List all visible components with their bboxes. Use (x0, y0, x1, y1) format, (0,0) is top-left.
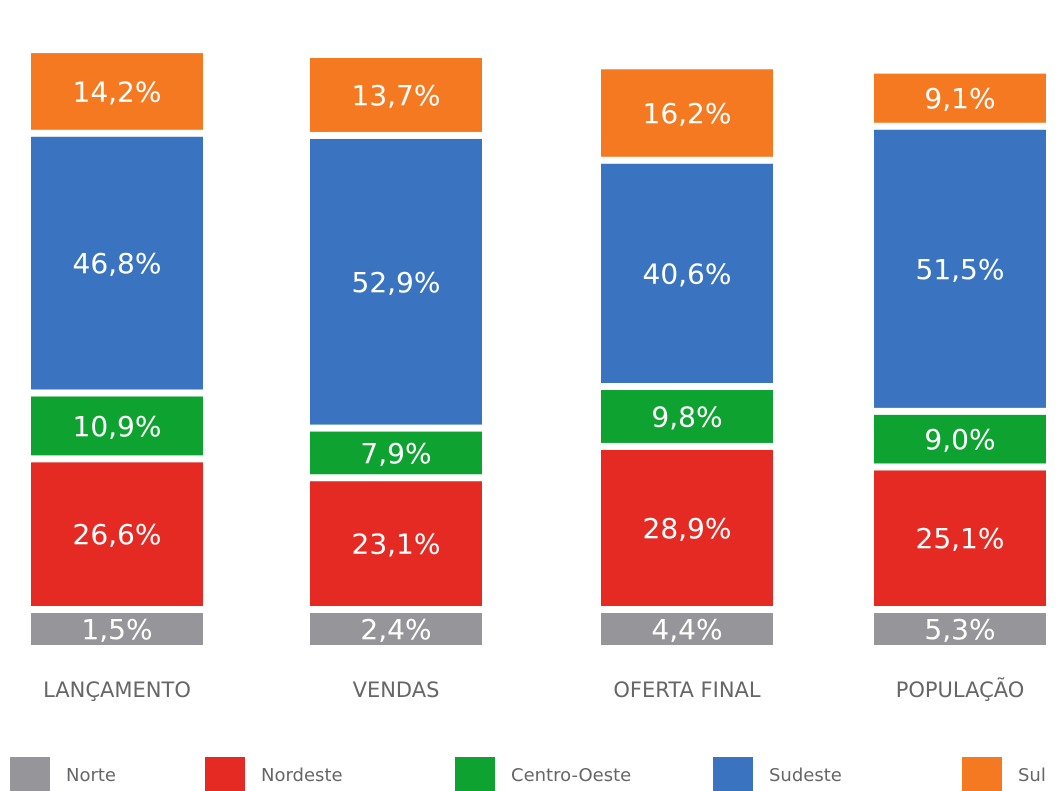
value-label: 23,1% (352, 528, 441, 561)
legend-swatch (455, 757, 495, 791)
legend-label: Norte (66, 765, 116, 786)
value-label: 40,6% (643, 257, 732, 290)
value-label: 51,5% (916, 253, 1005, 286)
bar-segment (874, 414, 1046, 464)
value-label: 1,5% (81, 613, 152, 646)
bar-segment (601, 449, 773, 606)
legend-swatch (713, 757, 753, 791)
bar-segment (31, 53, 203, 130)
legend-label: Nordeste (261, 765, 343, 786)
x-tick-label: VENDAS (353, 678, 440, 702)
bar-segment (601, 390, 773, 443)
legend-label: Centro-Oeste (511, 765, 631, 786)
bar-segment (874, 129, 1046, 408)
legend-swatch (10, 757, 50, 791)
bar-segment (31, 462, 203, 606)
value-label: 9,1% (924, 82, 995, 115)
value-label: 52,9% (352, 266, 441, 299)
legend-swatch (962, 757, 1002, 791)
value-label: 25,1% (916, 522, 1005, 555)
bar-segment (310, 57, 482, 132)
bar-segment (601, 613, 773, 645)
bar-segment (310, 613, 482, 645)
value-label: 9,8% (651, 400, 722, 433)
legend-label: Sul (1018, 765, 1046, 786)
legend-label: Sudeste (769, 765, 842, 786)
bar-segment (874, 470, 1046, 606)
value-label: 46,8% (73, 247, 162, 280)
value-label: 26,6% (73, 518, 162, 551)
value-label: 14,2% (73, 75, 162, 108)
value-label: 10,9% (73, 410, 162, 443)
bar-segment (310, 138, 482, 425)
x-tick-label: OFERTA FINAL (613, 678, 761, 702)
value-label: 7,9% (360, 437, 431, 470)
bar-segment (601, 163, 773, 384)
bar-segment (310, 431, 482, 475)
legend-swatch (205, 757, 245, 791)
bar-segment (310, 481, 482, 606)
bar-segment (31, 136, 203, 390)
bar-segment (31, 613, 203, 645)
value-label: 16,2% (643, 97, 732, 130)
bar-segment (874, 613, 1046, 645)
value-label: 9,0% (924, 423, 995, 456)
bar-segment (601, 69, 773, 157)
bar-segment (31, 396, 203, 456)
value-label: 4,4% (651, 613, 722, 646)
value-label: 5,3% (924, 613, 995, 646)
x-tick-label: LANÇAMENTO (43, 678, 191, 702)
bar-segment (874, 73, 1046, 123)
x-tick-label: POPULAÇÃO (896, 676, 1025, 702)
value-label: 28,9% (643, 512, 732, 545)
value-label: 13,7% (352, 79, 441, 112)
value-label: 2,4% (360, 613, 431, 646)
